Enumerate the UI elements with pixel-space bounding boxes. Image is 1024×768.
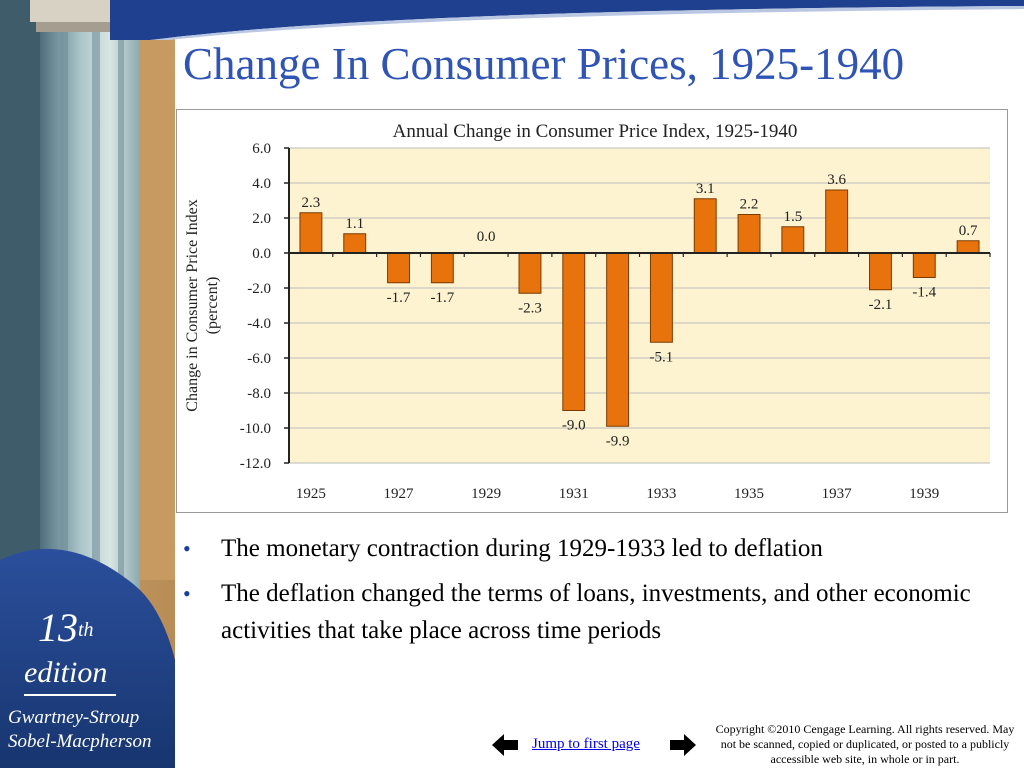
y-tick-label: -4.0 bbox=[247, 316, 271, 332]
bullet-item: • The deflation changed the terms of loan… bbox=[183, 575, 1003, 649]
y-axis-label-line-2: (percent) bbox=[204, 277, 221, 335]
y-tick-label: -10.0 bbox=[240, 421, 271, 437]
data-labels: 2.3 1.1 -1.7 -1.7 0.0 -2.3 -9.0 -9.9 -5.1 3.1 2.2 1… bbox=[302, 172, 978, 449]
data-label: 3.1 bbox=[696, 181, 715, 197]
copyright-notice: Copyright ©2010 Cengage Learning. All ri… bbox=[715, 722, 1015, 766]
data-label: 0.0 bbox=[477, 229, 496, 245]
bar-1940 bbox=[956, 240, 980, 254]
x-tick-label: 1939 bbox=[909, 486, 939, 502]
y-tick-label: -2.0 bbox=[247, 281, 271, 297]
x-tick-label: 1929 bbox=[471, 486, 501, 502]
bullet-text: The monetary contraction during 1929-193… bbox=[221, 535, 823, 562]
data-label: 2.3 bbox=[302, 195, 321, 211]
y-tick-labels: 6.0 4.0 2.0 0.0 -2.0 -4.0 -6.0 -8.0 -10.0 -12.0 bbox=[240, 141, 271, 472]
y-tick-label: 2.0 bbox=[252, 211, 271, 227]
edition-suffix: th bbox=[78, 619, 94, 641]
x-tick-label: 1935 bbox=[734, 486, 764, 502]
bar-1932 bbox=[606, 252, 630, 427]
y-axis-label-line-1: Change in Consumer Price Index bbox=[184, 199, 201, 411]
data-label: -1.4 bbox=[912, 285, 936, 301]
arrow-right-icon[interactable] bbox=[670, 734, 696, 756]
x-tick-labels: 1925 1927 1929 1931 1933 1935 1937 1939 bbox=[296, 486, 939, 502]
bar-1935 bbox=[737, 214, 761, 254]
bar-1936 bbox=[781, 226, 805, 254]
bar-1933 bbox=[649, 252, 673, 343]
data-label: -9.9 bbox=[606, 433, 630, 449]
arrow-left-icon[interactable] bbox=[492, 734, 518, 756]
edition-word: edition bbox=[24, 656, 108, 689]
bullet-item: • The monetary contraction during 1929-19… bbox=[183, 530, 1003, 567]
cpi-bar-chart: Annual Change in Consumer Price Index, 1… bbox=[184, 121, 991, 502]
data-label: 0.7 bbox=[959, 223, 978, 239]
header-swoosh bbox=[110, 0, 1024, 40]
data-label: -5.1 bbox=[650, 349, 674, 365]
y-tick-label: 4.0 bbox=[252, 176, 271, 192]
bar-1930 bbox=[518, 252, 542, 294]
chart-frame: Annual Change in Consumer Price Index, 1… bbox=[176, 109, 1008, 513]
plot-background bbox=[289, 148, 990, 463]
bar-1939 bbox=[912, 252, 936, 278]
chart-title: Annual Change in Consumer Price Index, 1… bbox=[393, 121, 798, 142]
data-label: -1.7 bbox=[430, 290, 454, 306]
bullet-dot-icon: • bbox=[183, 581, 191, 606]
bar-1938 bbox=[869, 252, 892, 291]
bar-1934 bbox=[693, 198, 717, 254]
data-label: 1.5 bbox=[783, 209, 802, 225]
x-tick-label: 1937 bbox=[822, 486, 853, 502]
axes bbox=[284, 147, 991, 464]
data-label: 2.2 bbox=[740, 197, 759, 213]
data-label: -1.7 bbox=[387, 290, 411, 306]
y-axis-label: Change in Consumer Price Index (percent) bbox=[184, 199, 221, 411]
bar-1926 bbox=[343, 233, 367, 254]
bullet-text: The deflation changed the terms of loans… bbox=[221, 580, 971, 644]
bar-1937 bbox=[825, 189, 849, 254]
bars bbox=[299, 189, 980, 427]
data-label: -2.1 bbox=[869, 297, 893, 313]
jump-to-first-page-link[interactable]: Jump to first page bbox=[532, 736, 640, 752]
authors: Gwartney-Stroup Sobel-Macpherson bbox=[8, 706, 152, 754]
data-label: 3.6 bbox=[827, 172, 846, 188]
y-tick-label: -6.0 bbox=[247, 351, 271, 367]
edition-divider bbox=[24, 694, 116, 696]
authors-line-1: Gwartney-Stroup bbox=[8, 707, 140, 728]
bar-1928 bbox=[430, 252, 454, 284]
x-tick-label: 1931 bbox=[559, 486, 589, 502]
x-tick-label: 1927 bbox=[384, 486, 415, 502]
bar-1925 bbox=[299, 212, 323, 254]
authors-line-2: Sobel-Macpherson bbox=[8, 731, 152, 752]
x-tick-label: 1925 bbox=[296, 486, 326, 502]
bar-1927 bbox=[387, 252, 410, 284]
data-label: -9.0 bbox=[562, 418, 586, 434]
bar-1931 bbox=[562, 252, 586, 411]
y-tick-label: -12.0 bbox=[240, 456, 271, 472]
cover-artwork bbox=[0, 0, 175, 768]
book-cover-strip: 13th edition Gwartney-Stroup Sobel-Macph… bbox=[0, 0, 175, 768]
y-tick-label: 0.0 bbox=[252, 246, 271, 262]
y-tick-label: 6.0 bbox=[252, 141, 271, 157]
data-label: 1.1 bbox=[345, 216, 364, 232]
edition-number: 13th bbox=[38, 605, 94, 650]
bullet-dot-icon: • bbox=[183, 536, 191, 561]
x-tick-label: 1933 bbox=[646, 486, 676, 502]
bullet-list: • The monetary contraction during 1929-19… bbox=[183, 530, 1003, 657]
data-label: -2.3 bbox=[518, 300, 542, 316]
y-tick-label: -8.0 bbox=[247, 386, 271, 402]
slide-title: Change In Consumer Prices, 1925-1940 bbox=[183, 39, 905, 89]
